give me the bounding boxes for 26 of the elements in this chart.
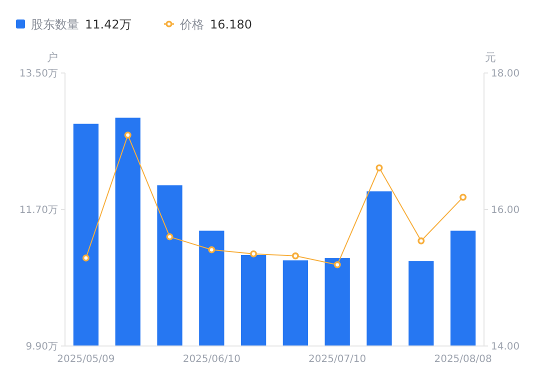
point	[250, 250, 258, 258]
x-tick-label: 2025/07/10	[308, 354, 366, 365]
point	[334, 261, 341, 268]
y-tick-label: 9.90万	[26, 342, 58, 352]
y-tick-label: 11.70万	[19, 205, 58, 216]
y-tick-label: 13.50万	[19, 68, 58, 80]
legend-label: 价格	[179, 18, 204, 32]
y-axis-title: 户	[47, 51, 58, 64]
point	[124, 132, 132, 139]
x-tick-label: 2025/08/08	[434, 354, 492, 365]
point	[376, 164, 383, 172]
text: 16.180	[210, 18, 252, 32]
y2-tick-label: 16.00	[491, 205, 520, 216]
point	[82, 254, 90, 262]
x-tick-label: 2025/05/09	[57, 354, 115, 365]
point	[166, 233, 174, 240]
point	[460, 194, 467, 201]
point	[292, 252, 299, 260]
y2-tick-label: 14.00	[491, 342, 520, 352]
y2-tick-label: 18.00	[491, 68, 520, 80]
x-tick-label: 2025/06/10	[182, 354, 240, 365]
point	[208, 246, 216, 254]
legend-label: 股东数量	[31, 18, 79, 32]
point	[418, 237, 425, 244]
y2-axis-title: 元	[485, 51, 496, 64]
text: 11.42万	[85, 18, 132, 32]
